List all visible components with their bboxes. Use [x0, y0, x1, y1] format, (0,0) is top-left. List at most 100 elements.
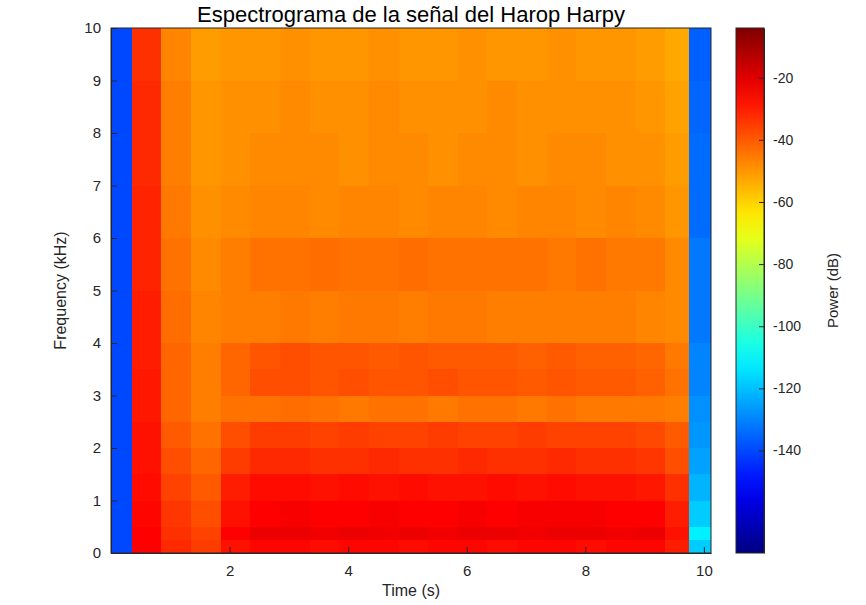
tick: 4: [344, 547, 352, 579]
cell: [665, 342, 689, 369]
cell: [517, 526, 547, 540]
cell: [689, 526, 711, 540]
tick-label: -100: [773, 318, 801, 334]
cell: [665, 185, 689, 238]
cell: [547, 342, 577, 369]
cell: [458, 342, 488, 369]
cell: [221, 132, 251, 185]
cell: [280, 421, 310, 448]
cell: [458, 290, 488, 343]
cell: [399, 500, 429, 527]
cell: [517, 474, 547, 501]
tick: -140: [759, 442, 801, 458]
x-axis: 246810: [112, 547, 713, 579]
cell: [399, 342, 429, 369]
cell: [576, 474, 606, 501]
cell: [280, 395, 310, 422]
cell: [161, 28, 191, 80]
cell: [161, 500, 191, 527]
cell: [111, 369, 132, 396]
cell: [576, 80, 606, 133]
cell: [547, 132, 577, 185]
cell: [689, 421, 711, 448]
cell: [369, 539, 399, 553]
tick-label: 6: [463, 562, 471, 579]
cell: [132, 447, 162, 474]
cell: [339, 80, 369, 133]
tick-label: 7: [93, 177, 101, 194]
cell: [576, 28, 606, 80]
cell: [111, 526, 132, 540]
cell: [399, 447, 429, 474]
cell: [487, 474, 517, 501]
cell: [428, 237, 458, 290]
cell: [636, 132, 666, 185]
cell: [132, 526, 162, 540]
cell: [689, 539, 711, 553]
cell: [191, 237, 221, 290]
tick-mark: [230, 547, 231, 553]
cell: [132, 290, 162, 343]
chart: 246810012345678910Espectrograma de la se…: [0, 0, 866, 605]
cell: [689, 28, 711, 80]
cell: [517, 290, 547, 343]
cell: [487, 395, 517, 422]
cell: [576, 132, 606, 185]
cell: [458, 500, 488, 527]
cell: [310, 185, 340, 238]
cell: [665, 539, 689, 553]
tick-label: 8: [582, 562, 590, 579]
cell: [547, 290, 577, 343]
cell: [428, 369, 458, 396]
cell: [191, 290, 221, 343]
cell: [250, 474, 280, 501]
cell: [111, 185, 132, 238]
cell: [689, 474, 711, 501]
cell: [111, 447, 132, 474]
cell: [369, 185, 399, 238]
cell: [369, 421, 399, 448]
cell: [250, 185, 280, 238]
cell: [132, 80, 162, 133]
cell: [310, 290, 340, 343]
cell: [487, 237, 517, 290]
cell: [191, 421, 221, 448]
tick-label: -20: [773, 70, 793, 86]
cell: [517, 421, 547, 448]
cell: [221, 500, 251, 527]
cell: [636, 395, 666, 422]
cell: [132, 539, 162, 553]
cell: [517, 185, 547, 238]
cell: [517, 539, 547, 553]
cell: [191, 500, 221, 527]
cell: [487, 421, 517, 448]
cell: [458, 447, 488, 474]
cell: [111, 539, 132, 553]
cell: [428, 526, 458, 540]
tick-mark: [111, 396, 117, 397]
cell: [161, 369, 191, 396]
cell: [369, 132, 399, 185]
cell: [250, 395, 280, 422]
cell: [636, 539, 666, 553]
tick-label: -60: [773, 194, 793, 210]
y-axis: 012345678910: [84, 19, 117, 561]
cell: [606, 395, 636, 422]
cell: [339, 342, 369, 369]
cell: [161, 290, 191, 343]
cell: [458, 539, 488, 553]
colorbar-axis: -140-120-100-80-60-40-20: [759, 29, 801, 554]
tick: 9: [93, 72, 117, 89]
cell: [458, 526, 488, 540]
cell: [339, 447, 369, 474]
cell: [111, 342, 132, 369]
cell: [665, 290, 689, 343]
cell: [399, 237, 429, 290]
cell: [339, 28, 369, 80]
cell: [161, 395, 191, 422]
cell: [517, 132, 547, 185]
cell: [399, 474, 429, 501]
cell: [606, 237, 636, 290]
cell: [458, 474, 488, 501]
cell: [339, 500, 369, 527]
